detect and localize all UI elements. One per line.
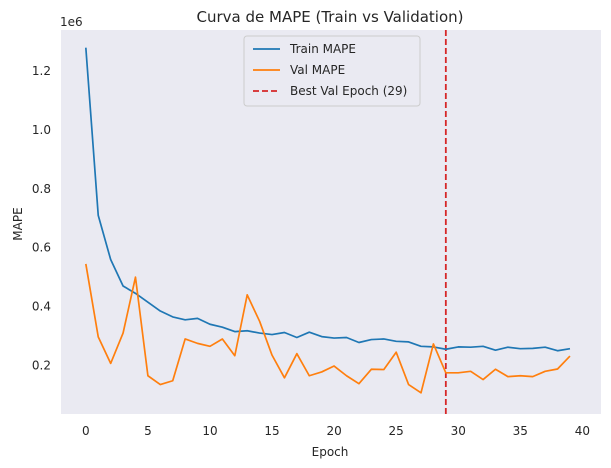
x-tick-label: 25 [389, 424, 404, 438]
series-layer [84, 47, 571, 394]
y-axis-label: MAPE [11, 207, 25, 240]
y-tick-label: 0.8 [32, 182, 51, 196]
x-axis-label: Epoch [312, 445, 349, 459]
x-tick-label: 0 [82, 424, 90, 438]
y-offset-label: 1e6 [60, 15, 83, 29]
x-tick-label: 15 [264, 424, 279, 438]
legend-label: Best Val Epoch (29) [290, 84, 407, 98]
legend-label: Val MAPE [290, 63, 345, 77]
y-tick-label: 0.6 [32, 241, 51, 255]
x-tick-label: 35 [513, 424, 528, 438]
legend-box [243, 35, 421, 107]
y-tick-label: 1.0 [32, 123, 51, 137]
y-axis-ticks: 0.2 0.4 0.6 0.8 1.0 1.2 [32, 64, 51, 372]
x-axis-ticks: 0 5 10 15 20 25 30 35 40 [82, 424, 590, 438]
train-mape-line [84, 47, 571, 352]
y-tick-label: 1.2 [32, 64, 51, 78]
x-tick-label: 30 [451, 424, 466, 438]
x-tick-label: 10 [202, 424, 217, 438]
y-tick-label: 0.4 [32, 300, 51, 314]
x-tick-label: 20 [326, 424, 341, 438]
val-mape-line [84, 263, 571, 394]
y-tick-label: 0.2 [32, 358, 51, 372]
x-tick-label: 40 [575, 424, 590, 438]
legend-label: Train MAPE [289, 42, 356, 56]
x-tick-label: 5 [144, 424, 152, 438]
chart-title: Curva de MAPE (Train vs Validation) [197, 8, 464, 26]
legend: Train MAPE Val MAPE Best Val Epoch (29) [243, 35, 421, 107]
